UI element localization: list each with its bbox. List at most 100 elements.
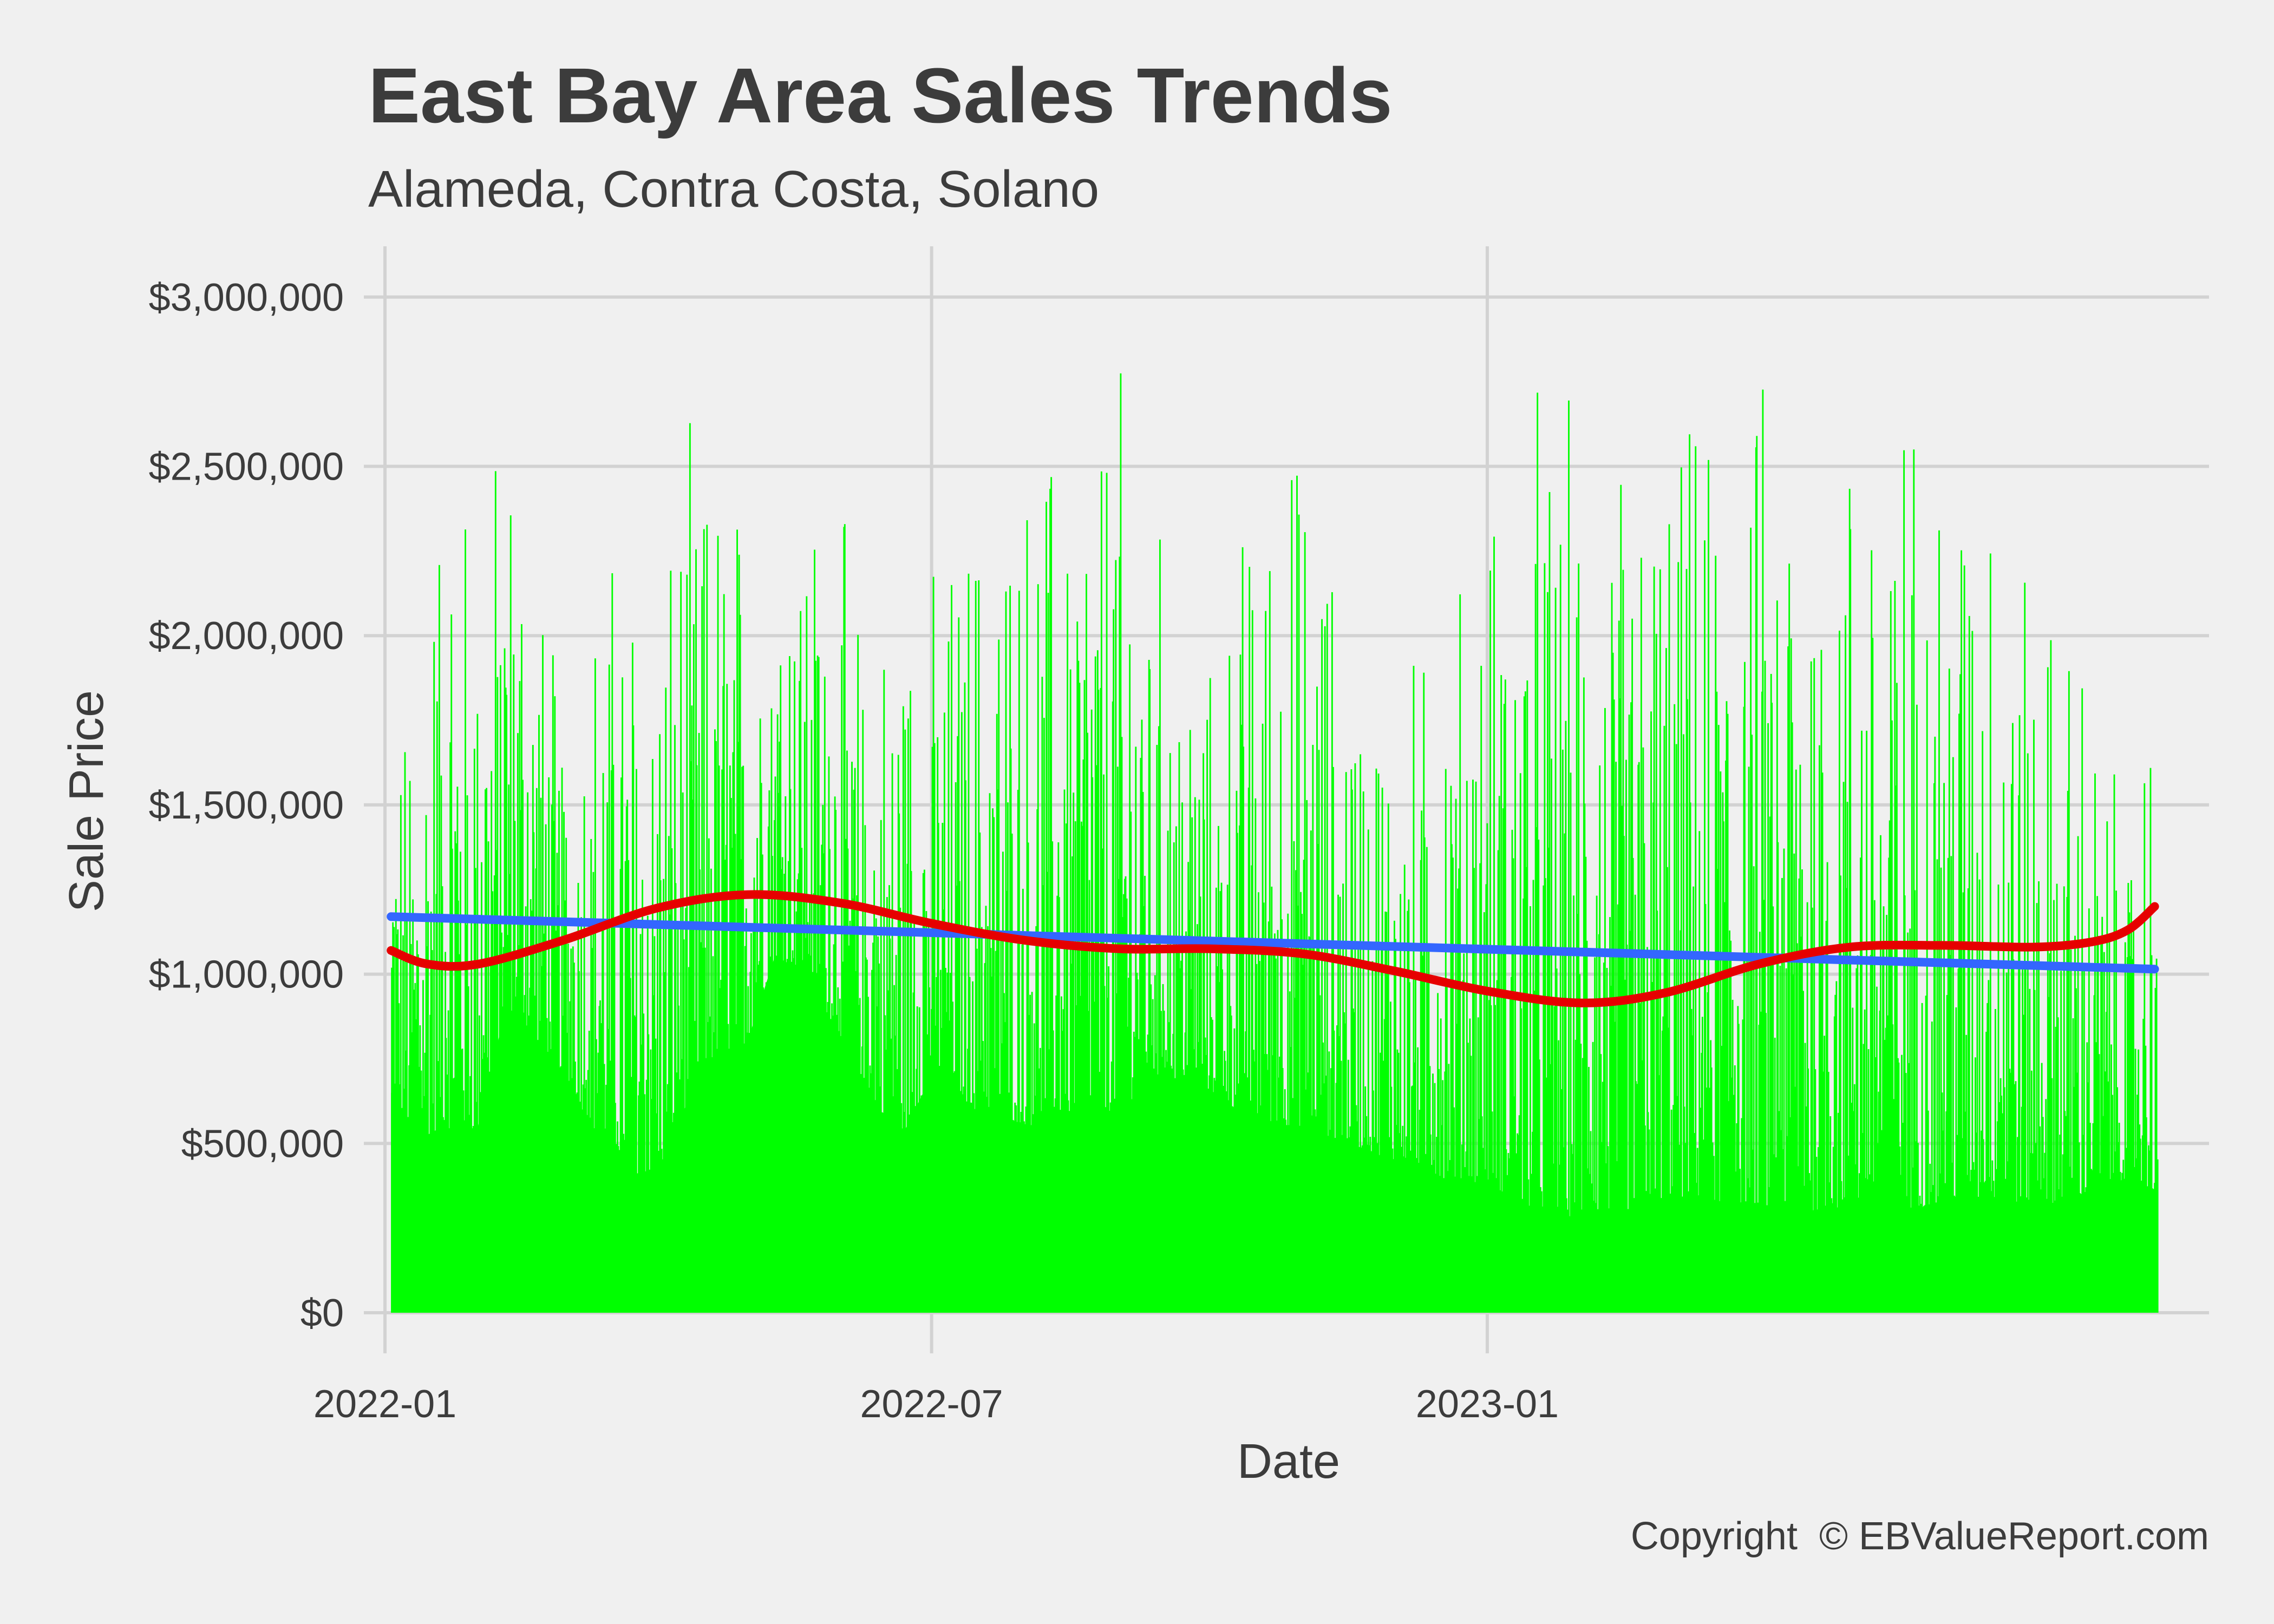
sale-price-spike <box>1683 734 1684 1313</box>
sale-price-spike <box>847 848 849 1313</box>
sale-price-spike <box>485 789 486 1313</box>
sale-price-spike <box>801 848 803 1313</box>
sale-price-spike <box>438 565 440 1313</box>
sale-price-spike <box>1384 911 1387 1313</box>
y-axis-title: Sale Price <box>60 690 114 912</box>
sale-price-spike <box>1422 955 1424 1313</box>
sale-price-spike <box>1126 898 1128 1313</box>
sale-price-spike <box>2073 1086 2075 1313</box>
sale-price-spike <box>1494 1005 1496 1313</box>
sale-price-spike <box>2076 1072 2078 1313</box>
sale-price-spike <box>552 655 554 1313</box>
sale-price-spike <box>1029 994 1031 1313</box>
sale-price-spike <box>565 837 567 1313</box>
sale-price-spike <box>498 1045 500 1313</box>
sale-price-spike <box>2157 1159 2159 1313</box>
sale-price-spike <box>604 1128 606 1313</box>
sale-price-spike <box>1138 1039 1140 1313</box>
sale-price-spike <box>1870 955 1872 1313</box>
sale-price-spike <box>1786 1136 1788 1313</box>
sale-price-spike <box>2023 1014 2025 1313</box>
sale-price-spike <box>906 863 909 1313</box>
sale-price-spike <box>1955 1196 1956 1313</box>
sale-price-spike <box>1348 1137 1350 1313</box>
sale-price-spike <box>1483 912 1485 1313</box>
sale-price-spike <box>1334 1138 1336 1313</box>
sale-price-spike <box>659 734 661 1313</box>
sale-price-spike <box>599 1000 601 1313</box>
sale-price-spike <box>2113 774 2115 1313</box>
sale-price-spike <box>1368 1145 1370 1313</box>
sale-price-spike <box>880 820 882 1313</box>
sale-price-spike <box>1408 982 1410 1313</box>
sale-price-spike <box>1193 1049 1195 1313</box>
sale-price-spike <box>2039 1126 2041 1313</box>
sale-price-spike <box>441 886 443 1313</box>
sale-price-spike <box>420 1070 422 1313</box>
sale-price-spike <box>2154 987 2157 1313</box>
sale-price-spike <box>486 788 488 1313</box>
sale-price-spike <box>1643 843 1645 1313</box>
sale-price-spike <box>1514 700 1516 1313</box>
sale-price-spike <box>1388 1137 1390 1313</box>
sale-price-spike <box>1182 1069 1184 1313</box>
sale-price-spike <box>572 946 574 1313</box>
sale-price-spike <box>1223 1085 1224 1313</box>
sale-price-spike <box>776 714 779 1313</box>
sale-price-spike <box>1006 890 1008 1313</box>
sale-price-spike <box>1541 1206 1544 1313</box>
sale-price-spike <box>1953 1195 1955 1313</box>
sale-price-spike <box>1558 1040 1560 1313</box>
sale-price-spike <box>1612 652 1614 1313</box>
sale-price-spike <box>493 875 495 1313</box>
sale-price-spike <box>1016 1122 1018 1313</box>
sale-price-spike <box>793 958 794 1313</box>
sale-price-spike <box>454 831 456 1313</box>
sale-price-spike <box>1169 753 1171 1313</box>
sale-price-spike <box>1674 991 1676 1313</box>
sale-price-spike <box>1700 1108 1702 1313</box>
sale-price-spike <box>542 635 544 1313</box>
sale-price-spike <box>2062 1154 2064 1313</box>
sale-price-spike <box>534 996 536 1313</box>
sale-price-spike <box>1409 1150 1412 1313</box>
sale-price-spike <box>916 1069 918 1313</box>
sale-price-spike <box>1769 816 1771 1313</box>
sale-price-spike <box>2148 1150 2151 1313</box>
sale-price-spike <box>877 936 879 1313</box>
sale-price-spike <box>1778 1111 1780 1313</box>
sale-price-spike <box>1469 1018 1471 1313</box>
sale-price-spike <box>1090 709 1093 1313</box>
sale-price-spike <box>1183 1075 1185 1313</box>
sale-price-spike <box>520 810 522 1313</box>
sale-price-spike <box>1134 1037 1136 1313</box>
sale-price-spike <box>1257 1113 1259 1313</box>
sale-price-spike <box>582 1084 584 1313</box>
sale-price-spike <box>988 1106 990 1313</box>
sale-price-spike <box>938 1065 940 1313</box>
sale-price-spike <box>1600 1054 1602 1313</box>
sale-price-spike <box>1704 540 1706 1313</box>
sale-price-spike <box>1959 674 1961 1313</box>
sale-price-spike <box>746 1032 748 1313</box>
sale-price-spike <box>1507 1152 1510 1313</box>
sale-price-spike <box>481 862 482 1313</box>
sale-price-spike <box>1426 847 1428 1313</box>
sale-price-spike <box>690 761 692 1313</box>
sale-price-spike <box>692 800 694 1313</box>
sale-price-spike <box>442 1117 444 1313</box>
sale-price-spike <box>874 1100 876 1313</box>
sale-price-spike <box>2068 671 2070 1313</box>
sale-price-spike <box>737 742 740 1313</box>
sale-price-spike <box>1122 917 1123 1313</box>
sale-price-spike <box>603 1064 605 1313</box>
sale-price-spike <box>2102 1116 2105 1313</box>
sale-price-spike <box>1997 1121 1998 1313</box>
x-tick-label: 2022-07 <box>860 1383 1003 1426</box>
sale-price-spike <box>955 782 957 1313</box>
sale-price-spike <box>1489 571 1491 1313</box>
sale-price-spike <box>910 871 912 1313</box>
sale-price-spike <box>1057 842 1060 1313</box>
sale-price-spike <box>1339 896 1341 1313</box>
sale-price-spike <box>2018 715 2021 1313</box>
